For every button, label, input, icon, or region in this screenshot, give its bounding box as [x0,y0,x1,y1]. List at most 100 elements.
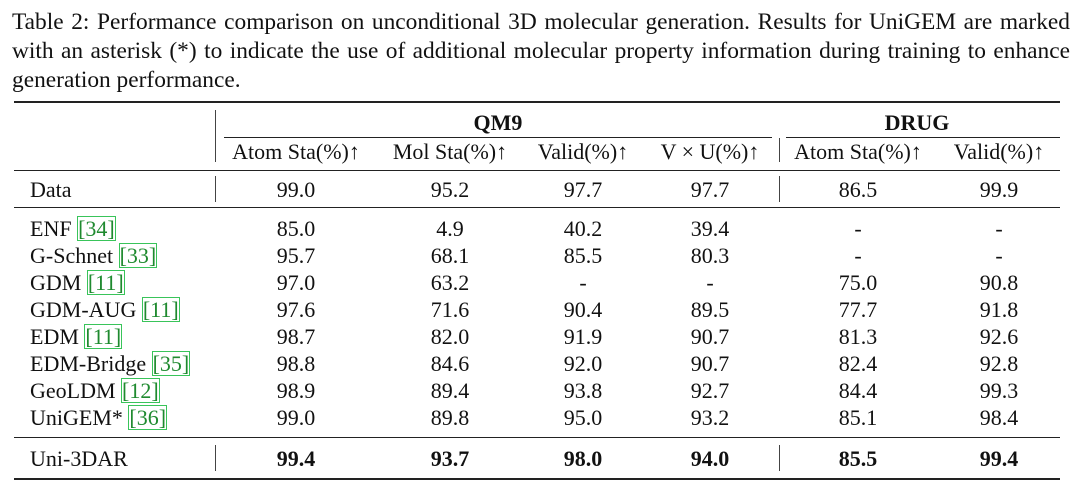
data-cell: 99.0 [276,177,316,202]
methods-rule [14,437,1060,438]
method-cell: 92.8 [979,351,1019,376]
row-label-ours: Uni-3DAR [30,446,128,471]
method-name: GeoLDM [30,378,122,403]
citation-link[interactable]: [36] [128,405,168,430]
method-cell: 84.6 [430,351,470,376]
citation-link[interactable]: [11] [86,270,125,295]
row-label-method: EDM-Bridge [35] [30,351,191,377]
qm9-group-underline [224,137,772,138]
method-cell: 97.6 [276,297,316,322]
group-divider [779,176,780,202]
method-cell: 90.7 [690,324,730,349]
stub-divider [215,110,216,162]
method-cell: 89.8 [430,405,470,430]
method-cell: 95.0 [563,405,603,430]
method-cell: 93.8 [563,378,603,403]
drug-group-underline [786,137,1060,138]
row-label-method: G-Schnet [33] [30,243,158,269]
method-name: GDM-AUG [30,297,142,322]
citation-link[interactable]: [11] [84,324,123,349]
citation-link[interactable]: [35] [151,351,191,376]
method-cell: 4.9 [436,216,464,241]
ours-cell: 94.0 [690,446,730,471]
method-cell: 71.6 [430,297,470,322]
method-name: UniGEM* [30,405,129,430]
row-label-data: Data [30,177,72,202]
method-cell: - [706,270,714,295]
method-cell: 89.4 [430,378,470,403]
top-rule [14,101,1060,103]
column-header: Valid(%)↑ [537,139,629,164]
citation-link[interactable]: [12] [121,378,160,403]
ours-cell: 85.5 [838,446,878,471]
row-label-method: ENF [34] [30,216,116,242]
column-header: V × U(%)↑ [660,139,760,164]
method-cell: 98.7 [276,324,316,349]
column-header: Atom Sta(%)↑ [794,139,922,164]
table-caption: Table 2: Performance comparison on uncon… [12,9,1070,93]
column-header: Atom Sta(%)↑ [232,139,360,164]
ours-cell: 93.7 [430,446,470,471]
method-name: EDM-Bridge [30,351,152,376]
row-label-method: GeoLDM [12] [30,378,160,404]
method-cell: 98.8 [276,351,316,376]
method-cell: - [995,243,1003,268]
method-cell: 92.0 [563,351,603,376]
data-rule [14,207,1060,208]
ours-cell: 99.4 [276,446,316,471]
method-cell: 81.3 [838,324,878,349]
method-cell: 39.4 [690,216,730,241]
data-cell: 97.7 [690,177,730,202]
row-label-method: EDM [11] [30,324,123,350]
ours-cell: 99.4 [979,446,1019,471]
header-rule [14,170,1060,171]
method-cell: 99.0 [276,405,316,430]
data-cell: 86.5 [838,177,878,202]
method-cell: 91.8 [979,297,1019,322]
citation-link[interactable]: [11] [141,297,180,322]
method-cell: 82.4 [838,351,878,376]
method-cell: 77.7 [838,297,878,322]
row-label-method: GDM-AUG [11] [30,297,180,323]
method-cell: 91.9 [563,324,603,349]
method-cell: 80.3 [690,243,730,268]
method-cell: 90.8 [979,270,1019,295]
method-cell: 93.2 [690,405,730,430]
method-cell: 95.7 [276,243,316,268]
method-name: EDM [30,324,85,349]
method-cell: 40.2 [563,216,603,241]
group-header-drug: DRUG [884,110,950,135]
method-cell: - [854,243,862,268]
stub-divider [215,176,216,202]
method-cell: 85.1 [838,405,878,430]
bottom-rule [14,478,1060,480]
citation-link[interactable]: [34] [77,216,116,241]
ours-cell: 98.0 [563,446,603,471]
method-cell: - [854,216,862,241]
method-cell: 98.9 [276,378,316,403]
method-cell: 99.3 [979,378,1019,403]
data-cell: 95.2 [430,177,470,202]
method-cell: 92.7 [690,378,730,403]
method-name: G-Schnet [30,243,119,268]
method-cell: - [995,216,1003,241]
method-name: GDM [30,270,87,295]
method-cell: 75.0 [838,270,878,295]
data-cell: 99.9 [979,177,1019,202]
row-label-method: UniGEM* [36] [30,405,168,431]
method-cell: 90.4 [563,297,603,322]
method-cell: 90.7 [690,351,730,376]
method-cell: 98.4 [979,405,1019,430]
method-cell: 68.1 [430,243,470,268]
method-cell: 92.6 [979,324,1019,349]
method-cell: 82.0 [430,324,470,349]
group-divider [779,445,780,471]
group-header-qm9: QM9 [473,110,523,135]
method-name: ENF [30,216,78,241]
method-cell: - [579,270,587,295]
stub-divider [215,445,216,471]
method-cell: 85.0 [276,216,316,241]
data-cell: 97.7 [563,177,603,202]
column-header: Mol Sta(%)↑ [392,139,508,164]
citation-link[interactable]: [33] [118,243,158,268]
